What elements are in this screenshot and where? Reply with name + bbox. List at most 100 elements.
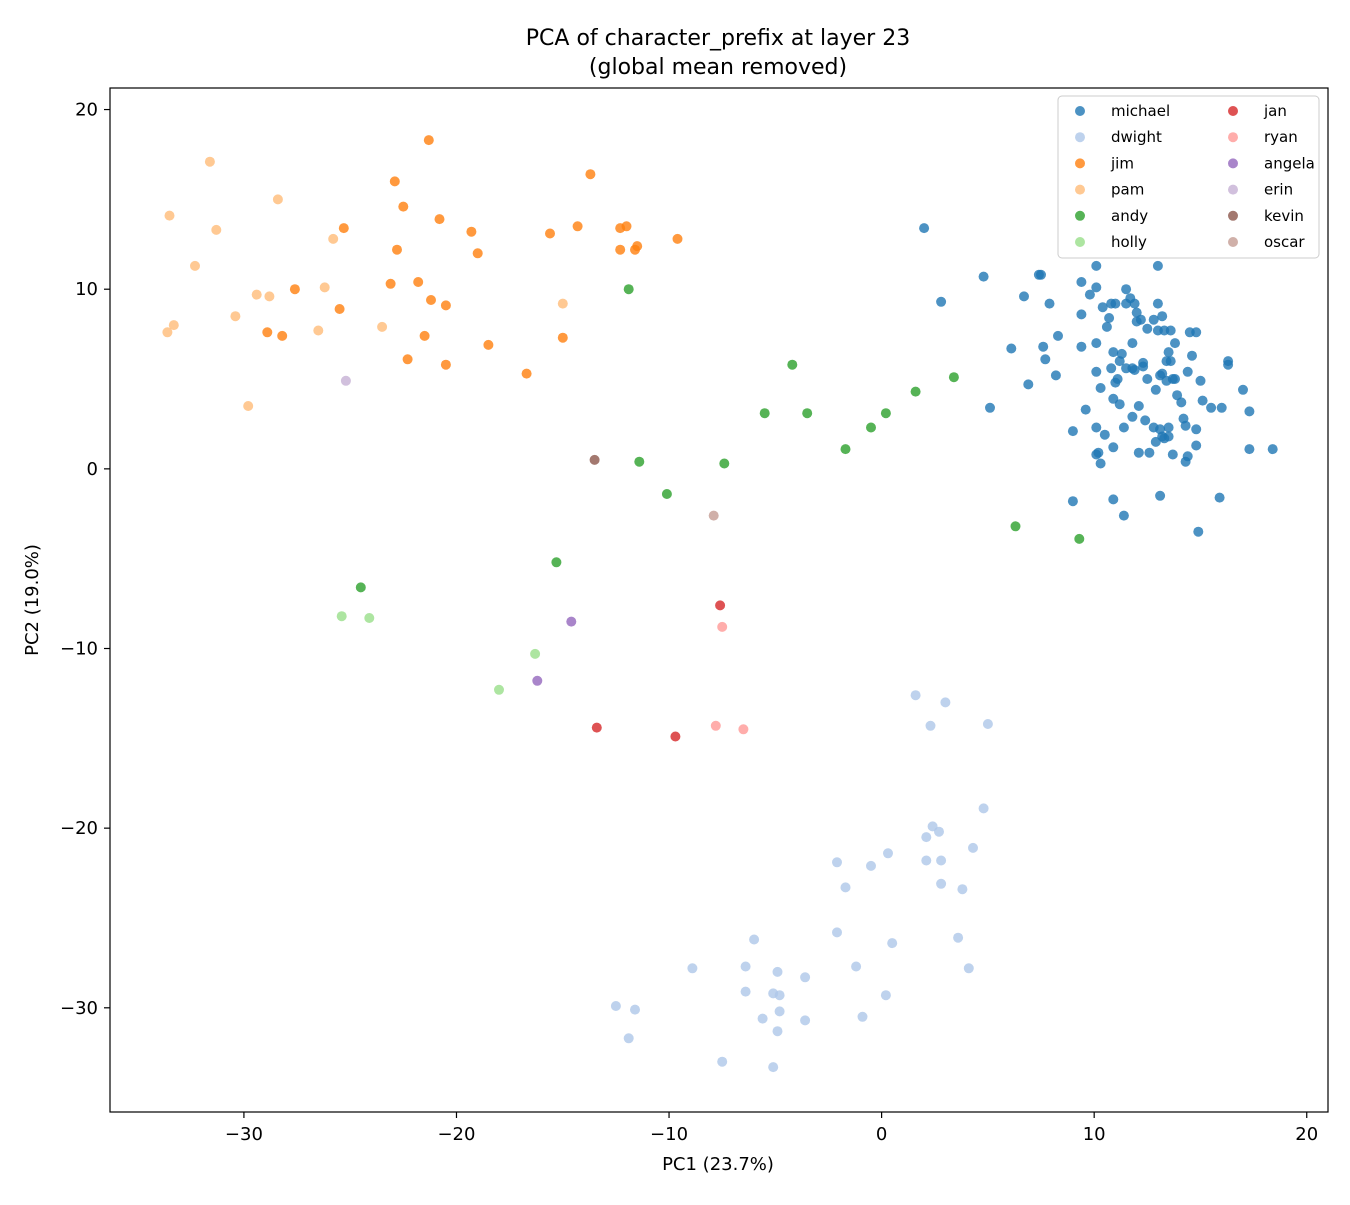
- point-michael-54: [1050, 370, 1061, 381]
- point-andy-2: [948, 372, 959, 383]
- point-andy-3: [910, 386, 921, 397]
- point-michael-20: [1152, 298, 1163, 309]
- point-jim-4: [434, 214, 445, 225]
- legend-marker-jim: [1075, 158, 1085, 169]
- point-michael-71: [1150, 384, 1161, 395]
- point-michael-0: [919, 223, 930, 234]
- point-michael-10: [1084, 289, 1095, 300]
- point-michael-112: [1067, 496, 1078, 507]
- point-oscar-0: [708, 510, 719, 521]
- point-jim-6: [466, 226, 477, 237]
- point-michael-17: [1121, 298, 1132, 309]
- point-pam-15: [243, 401, 254, 411]
- point-pam-12: [162, 327, 173, 338]
- point-michael-97: [1150, 436, 1161, 447]
- point-michael-55: [1091, 366, 1102, 377]
- point-andy-14: [551, 557, 562, 568]
- point-michael-5: [1076, 277, 1087, 287]
- point-dwight-30: [880, 990, 891, 1001]
- point-michael-39: [1006, 343, 1017, 354]
- legend-box: [1057, 95, 1320, 259]
- x-tick-label-4: 10: [1083, 1124, 1106, 1145]
- point-dwight-6: [934, 826, 944, 837]
- point-pam-10: [230, 311, 241, 322]
- point-michael-64: [1182, 366, 1193, 377]
- point-andy-1: [787, 359, 798, 370]
- point-erin-0: [340, 375, 351, 386]
- x-tick-label-5: 20: [1295, 1124, 1318, 1145]
- point-michael-12: [1097, 302, 1108, 313]
- point-michael-9: [1044, 298, 1055, 309]
- legend-label-andy: andy: [1111, 207, 1148, 225]
- point-michael-27: [1157, 311, 1168, 322]
- point-michael-75: [1080, 404, 1091, 415]
- point-jan-1: [591, 722, 602, 733]
- point-pam-2: [164, 210, 175, 221]
- point-michael-77: [1114, 399, 1125, 410]
- point-andy-4: [759, 408, 770, 419]
- point-dwight-9: [883, 848, 893, 859]
- point-jim-13: [472, 248, 483, 259]
- point-jim-26: [483, 339, 494, 350]
- point-michael-66: [1238, 384, 1248, 395]
- point-michael-57: [1121, 363, 1132, 374]
- point-jim-20: [426, 295, 436, 305]
- point-michael-79: [1176, 397, 1187, 408]
- point-michael-23: [1101, 321, 1112, 332]
- point-dwight-38: [623, 1033, 634, 1044]
- point-michael-31: [1127, 338, 1138, 349]
- point-jim-29: [440, 359, 451, 370]
- legend-marker-erin: [1228, 184, 1238, 195]
- point-jim-21: [440, 300, 451, 311]
- point-michael-83: [1244, 406, 1255, 417]
- y-axis-label: PC2 (19.0%): [22, 544, 43, 656]
- legend-label-erin: erin: [1264, 181, 1293, 199]
- point-michael-91: [1180, 420, 1191, 431]
- point-holly-2: [530, 648, 541, 659]
- point-michael-1: [978, 271, 989, 282]
- point-michael-58: [1129, 365, 1140, 375]
- x-tick-label-2: −10: [650, 1124, 688, 1145]
- point-ryan-1: [710, 720, 721, 731]
- point-dwight-3: [982, 719, 993, 729]
- point-michael-21: [1076, 309, 1087, 320]
- point-michael-8: [1019, 291, 1029, 302]
- legend-marker-kevin: [1228, 210, 1238, 221]
- chart-subtitle: (global mean removed): [589, 55, 847, 80]
- legend-marker-oscar: [1228, 237, 1238, 247]
- point-andy-9: [634, 456, 645, 467]
- point-kevin-0: [589, 454, 600, 465]
- point-michael-82: [1216, 402, 1227, 413]
- plot-points: [162, 135, 1278, 1073]
- point-dwight-36: [857, 1011, 868, 1022]
- point-michael-4: [1036, 269, 1046, 280]
- point-pam-0: [204, 156, 215, 167]
- point-michael-81: [1206, 402, 1217, 413]
- point-michael-94: [1091, 422, 1102, 433]
- point-michael-92: [1191, 424, 1202, 435]
- point-dwight-27: [740, 986, 751, 997]
- point-michael-114: [1118, 510, 1129, 521]
- point-dwight-29: [774, 990, 785, 1001]
- point-michael-100: [1108, 442, 1119, 453]
- point-michael-115: [1155, 490, 1166, 501]
- point-michael-59: [1142, 374, 1153, 384]
- point-michael-108: [1180, 456, 1191, 467]
- point-dwight-10: [832, 857, 842, 868]
- legend-label-oscar: oscar: [1264, 233, 1305, 251]
- point-dwight-14: [840, 882, 851, 893]
- point-pam-6: [319, 282, 330, 293]
- point-dwight-11: [866, 860, 876, 871]
- point-dwight-22: [740, 961, 751, 972]
- legend-label-jim: jim: [1110, 154, 1134, 172]
- point-jim-27: [557, 332, 568, 343]
- point-ryan-2: [738, 724, 749, 735]
- point-jim-16: [632, 241, 643, 252]
- point-andy-11: [661, 489, 672, 499]
- x-tick-label-1: −20: [437, 1124, 475, 1145]
- y-tick-label-3: 0: [87, 459, 98, 480]
- legend-marker-angela: [1228, 158, 1238, 169]
- point-michael-49: [1165, 356, 1176, 367]
- point-michael-40: [1040, 354, 1051, 365]
